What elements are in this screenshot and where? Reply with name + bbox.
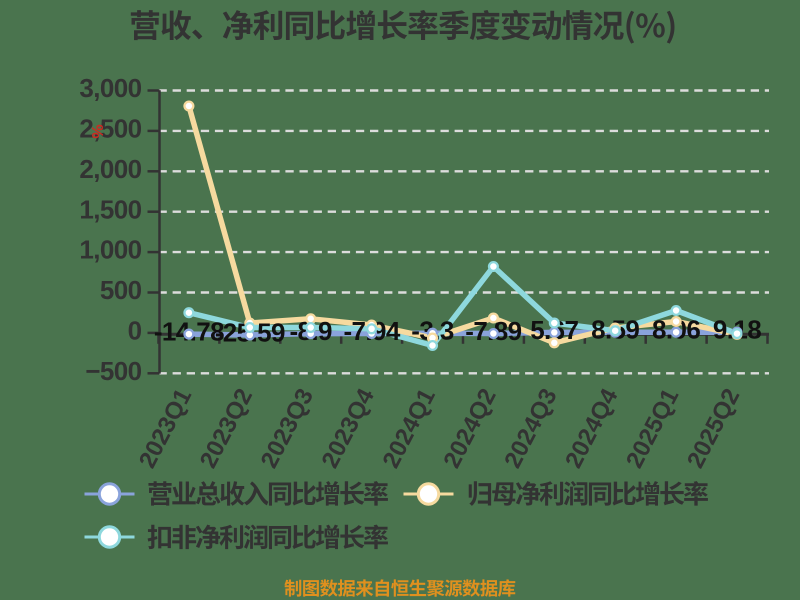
svg-text:0: 0 — [128, 316, 142, 346]
svg-text:2,000: 2,000 — [79, 154, 141, 184]
svg-text:2,500: 2,500 — [79, 114, 141, 144]
svg-text:−500: −500 — [85, 356, 141, 386]
svg-text:500: 500 — [100, 275, 142, 305]
svg-text:3,000: 3,000 — [79, 73, 141, 103]
svg-text:1,000: 1,000 — [79, 235, 141, 265]
svg-text:1,500: 1,500 — [79, 194, 141, 224]
svg-text:%: % — [88, 124, 105, 138]
